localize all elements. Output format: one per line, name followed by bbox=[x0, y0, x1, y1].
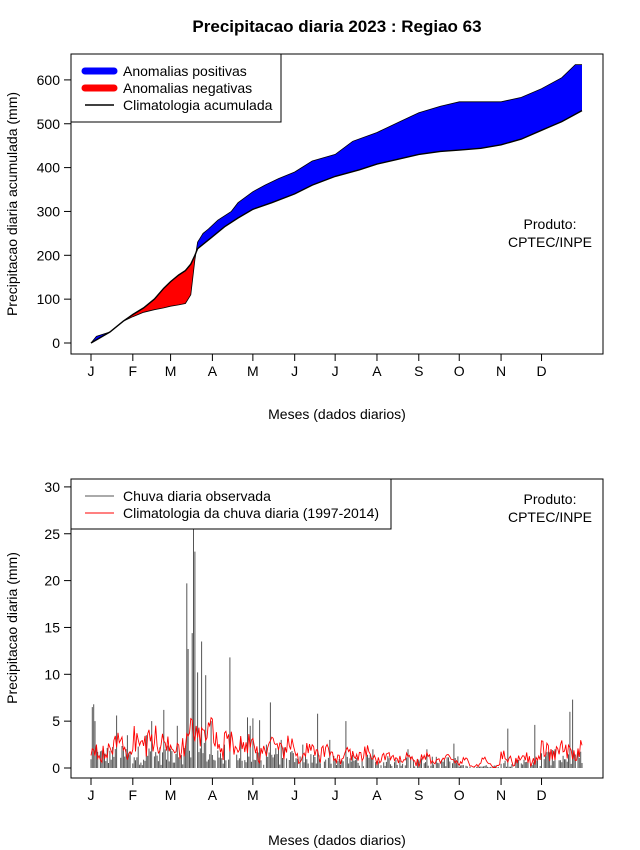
top-x-tick-label: J bbox=[291, 363, 298, 379]
bottom-x-tick-label: D bbox=[536, 787, 546, 803]
legend-positive-label: Anomalias positivas bbox=[123, 63, 247, 79]
top-y-tick-label: 400 bbox=[37, 160, 61, 176]
top-y-tick-label: 0 bbox=[52, 335, 60, 351]
bottom-y-tick-label: 5 bbox=[52, 713, 60, 729]
climatology-cumulative-line bbox=[90, 109, 583, 344]
top-x-tick-label: O bbox=[454, 363, 465, 379]
top-x-axis-label: Meses (dados diarios) bbox=[268, 406, 406, 422]
top-y-tick-label: 100 bbox=[37, 291, 61, 307]
bottom-y-axis-label: Precipitacao diaria (mm) bbox=[4, 552, 20, 704]
top-y-tick-label: 500 bbox=[37, 116, 61, 132]
legend-observed-label: Chuva diaria observada bbox=[123, 488, 271, 504]
top-x-tick-label: F bbox=[129, 363, 138, 379]
bottom-x-tick-label: S bbox=[414, 787, 423, 803]
bottom-y-tick-label: 25 bbox=[44, 526, 60, 542]
bottom-y-tick-label: 0 bbox=[52, 760, 60, 776]
bottom-x-axis-label: Meses (dados diarios) bbox=[268, 832, 406, 848]
bottom-x-tick-label: M bbox=[165, 787, 177, 803]
legend-negative-label: Anomalias negativas bbox=[123, 80, 252, 96]
top-annotation-produto: Produto: bbox=[524, 216, 577, 232]
top-y-tick-label: 300 bbox=[37, 203, 61, 219]
legend-daily-climatology-label: Climatologia da chuva diaria (1997-2014) bbox=[123, 505, 379, 521]
bottom-x-tick-label: N bbox=[496, 787, 506, 803]
bottom-x-tick-label: A bbox=[372, 787, 382, 803]
top-x-tick-label: A bbox=[208, 363, 218, 379]
bottom-x-tick-label: M bbox=[247, 787, 259, 803]
top-x-tick-label: N bbox=[496, 363, 506, 379]
top-plot-area bbox=[90, 64, 583, 344]
bottom-x-tick-label: J bbox=[291, 787, 298, 803]
bottom-x-tick-label: O bbox=[454, 787, 465, 803]
bottom-x-tick-label: A bbox=[208, 787, 218, 803]
top-y-axis-label: Precipitacao diaria acumulada (mm) bbox=[4, 92, 20, 316]
positive-anomaly-area bbox=[91, 64, 582, 343]
daily-climatology-line bbox=[90, 716, 583, 768]
bottom-legend: Chuva diaria observada Climatologia da c… bbox=[70, 478, 392, 530]
bottom-x-tick-label: J bbox=[332, 787, 339, 803]
top-x-tick-label: S bbox=[414, 363, 423, 379]
bottom-plot-area bbox=[90, 529, 583, 768]
top-legend: Anomalias positivas Anomalias negativas … bbox=[70, 53, 282, 123]
top-y-tick-label: 600 bbox=[37, 72, 61, 88]
bottom-y-tick-label: 30 bbox=[44, 479, 60, 495]
bottom-legend-box bbox=[70, 478, 392, 530]
bottom-annotation-cptec: CPTEC/INPE bbox=[508, 509, 592, 525]
top-x-tick-label: J bbox=[88, 363, 95, 379]
bottom-y-tick-label: 20 bbox=[44, 573, 60, 589]
top-axes: J F M A M J J A S O N D 0 100 200 300 400 500 600 bbox=[37, 72, 547, 379]
top-x-tick-label: A bbox=[372, 363, 382, 379]
bottom-x-tick-label: J bbox=[88, 787, 95, 803]
bottom-y-tick-label: 15 bbox=[44, 619, 60, 635]
bottom-y-tick-label: 10 bbox=[44, 666, 60, 682]
top-x-tick-label: M bbox=[247, 363, 259, 379]
chart-title: Precipitacao diaria 2023 : Regiao 63 bbox=[192, 17, 481, 36]
bottom-annotation-produto: Produto: bbox=[524, 491, 577, 507]
top-x-tick-label: D bbox=[536, 363, 546, 379]
top-x-tick-label: J bbox=[332, 363, 339, 379]
legend-climatology-label: Climatologia acumulada bbox=[123, 97, 273, 113]
bottom-x-tick-label: F bbox=[129, 787, 138, 803]
bottom-axes: J F M A M J J A S O N D 0 5 10 15 20 25 30 bbox=[44, 479, 546, 803]
top-annotation-cptec: CPTEC/INPE bbox=[508, 234, 592, 250]
top-x-tick-label: M bbox=[165, 363, 177, 379]
observed-cumulative-line bbox=[90, 64, 582, 344]
top-y-tick-label: 200 bbox=[37, 247, 61, 263]
